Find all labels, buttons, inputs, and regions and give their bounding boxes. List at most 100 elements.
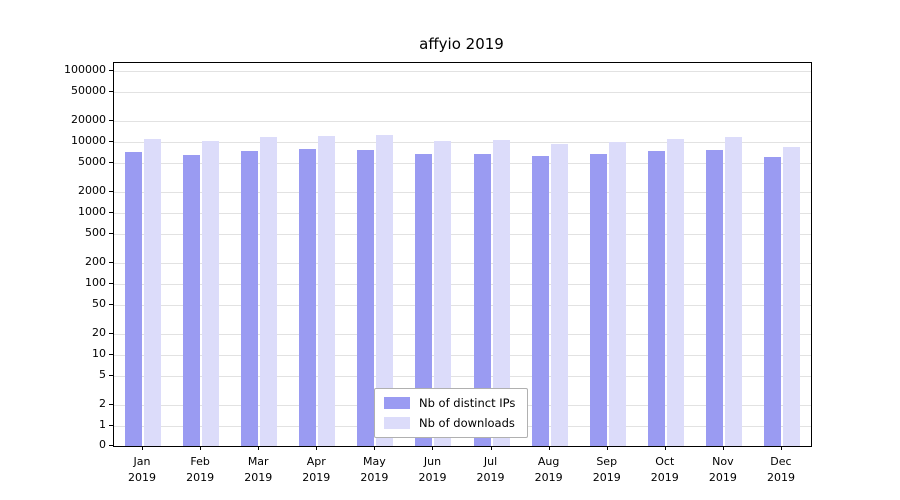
bar-jan-downloads xyxy=(144,138,162,446)
bar-jun-downloads xyxy=(434,141,452,446)
bar-dec-downloads xyxy=(782,146,800,446)
x-tick-mark xyxy=(316,446,318,450)
y-tick-label: 100 xyxy=(85,276,106,289)
x-tick-label-apr: Apr 2019 xyxy=(302,455,331,484)
y-tick-label: 2000 xyxy=(78,183,106,197)
x-tick-mark xyxy=(432,446,434,450)
y-tick-label: 50000 xyxy=(71,84,106,98)
x-tick-label-may: May 2019 xyxy=(360,455,389,484)
x-tick-mark xyxy=(258,446,260,450)
bar-jul-downloads xyxy=(492,140,510,446)
y-tick-mark xyxy=(109,162,113,164)
gridline-y-50000 xyxy=(114,92,811,94)
y-tick-mark xyxy=(109,261,113,263)
x-tick-mark xyxy=(548,446,550,450)
gridline-y-1000 xyxy=(114,213,811,214)
bar-may-downloads xyxy=(376,135,394,446)
y-tick-label: 500 xyxy=(85,226,106,240)
legend-entry-distinct-ips: Nb of distinct IPs xyxy=(384,396,515,410)
y-tick-mark xyxy=(109,403,113,405)
y-tick-mark xyxy=(109,119,113,121)
gridline-y-10000 xyxy=(114,142,811,143)
legend: Nb of distinct IPs Nb of downloads xyxy=(374,388,529,438)
x-tick-mark xyxy=(606,446,608,450)
y-tick-label: 200 xyxy=(85,254,106,268)
x-tick-label-nov: Nov 2019 xyxy=(708,455,737,484)
gridline-y-10 xyxy=(114,355,811,356)
plot-area xyxy=(113,62,812,447)
y-tick-label: 10 xyxy=(92,347,106,360)
y-tick-mark xyxy=(109,233,113,235)
x-tick-label-jun: Jun 2019 xyxy=(418,455,447,484)
gridline-y-500 xyxy=(114,234,811,236)
bar-apr-distinct-ips xyxy=(299,149,317,446)
gridline-y-20000 xyxy=(114,120,811,122)
bar-aug-downloads xyxy=(550,143,568,446)
y-tick-label: 100000 xyxy=(64,63,106,76)
bar-dec-distinct-ips xyxy=(763,157,781,446)
bar-jul-distinct-ips xyxy=(473,154,491,446)
y-tick-mark xyxy=(109,375,113,377)
bar-nov-downloads xyxy=(724,137,742,446)
y-tick-label: 20000 xyxy=(71,112,106,126)
y-tick-label: 50 xyxy=(92,297,106,311)
gridline-y-20 xyxy=(114,333,811,335)
y-tick-label: 5 xyxy=(99,368,106,382)
x-tick-label-aug: Aug 2019 xyxy=(534,455,563,484)
y-tick-mark xyxy=(109,304,113,306)
x-tick-label-feb: Feb 2019 xyxy=(186,455,215,484)
bar-sep-distinct-ips xyxy=(589,154,607,446)
y-tick-label: 5000 xyxy=(78,155,106,169)
x-tick-mark xyxy=(780,446,782,450)
bar-may-distinct-ips xyxy=(357,150,375,446)
x-tick-label-jul: Jul 2019 xyxy=(476,455,505,484)
bar-jan-distinct-ips xyxy=(125,152,143,446)
y-tick-mark xyxy=(109,425,113,426)
y-tick-mark xyxy=(109,332,113,334)
gridline-y-50 xyxy=(114,305,811,307)
bar-aug-distinct-ips xyxy=(531,156,549,446)
chart-title: affyio 2019 xyxy=(419,35,504,53)
gridline-y-200 xyxy=(114,262,811,264)
y-tick-label: 2 xyxy=(99,396,106,410)
y-tick-mark xyxy=(109,445,113,446)
x-tick-label-sep: Sep 2019 xyxy=(592,455,621,484)
x-tick-mark xyxy=(142,446,144,450)
bar-mar-downloads xyxy=(260,136,278,446)
x-tick-label-mar: Mar 2019 xyxy=(244,455,273,484)
gridline-y-2000 xyxy=(114,191,811,193)
gridline-y-5 xyxy=(114,376,811,378)
y-tick-mark xyxy=(109,91,113,93)
legend-label-downloads: Nb of downloads xyxy=(419,416,515,430)
bar-feb-downloads xyxy=(202,141,220,446)
gridline-y-100000 xyxy=(114,71,811,72)
gridline-y-100 xyxy=(114,284,811,285)
bar-feb-distinct-ips xyxy=(183,154,201,446)
y-tick-mark xyxy=(109,70,113,71)
bar-sep-downloads xyxy=(608,142,626,446)
x-tick-mark xyxy=(664,446,666,450)
legend-swatch-downloads xyxy=(384,417,410,429)
legend-swatch-distinct-ips xyxy=(384,397,410,409)
x-tick-mark xyxy=(722,446,724,450)
x-tick-label-dec: Dec 2019 xyxy=(766,455,795,484)
legend-label-distinct-ips: Nb of distinct IPs xyxy=(419,396,516,410)
y-tick-mark xyxy=(109,190,113,192)
y-tick-label: 1000 xyxy=(78,205,106,218)
y-tick-label: 1 xyxy=(99,418,106,431)
bar-oct-distinct-ips xyxy=(647,151,665,446)
bar-jun-distinct-ips xyxy=(415,154,433,446)
y-tick-mark xyxy=(109,141,113,142)
x-tick-mark xyxy=(200,446,202,450)
bar-oct-downloads xyxy=(666,138,684,446)
y-tick-mark xyxy=(109,212,113,213)
y-tick-label: 20 xyxy=(92,325,106,339)
y-tick-label: 0 xyxy=(99,438,106,451)
x-tick-mark xyxy=(374,446,376,450)
bar-nov-distinct-ips xyxy=(705,150,723,446)
legend-entry-downloads: Nb of downloads xyxy=(384,416,515,430)
x-tick-label-oct: Oct 2019 xyxy=(650,455,679,484)
gridline-y-5000 xyxy=(114,163,811,165)
y-tick-mark xyxy=(109,283,113,284)
